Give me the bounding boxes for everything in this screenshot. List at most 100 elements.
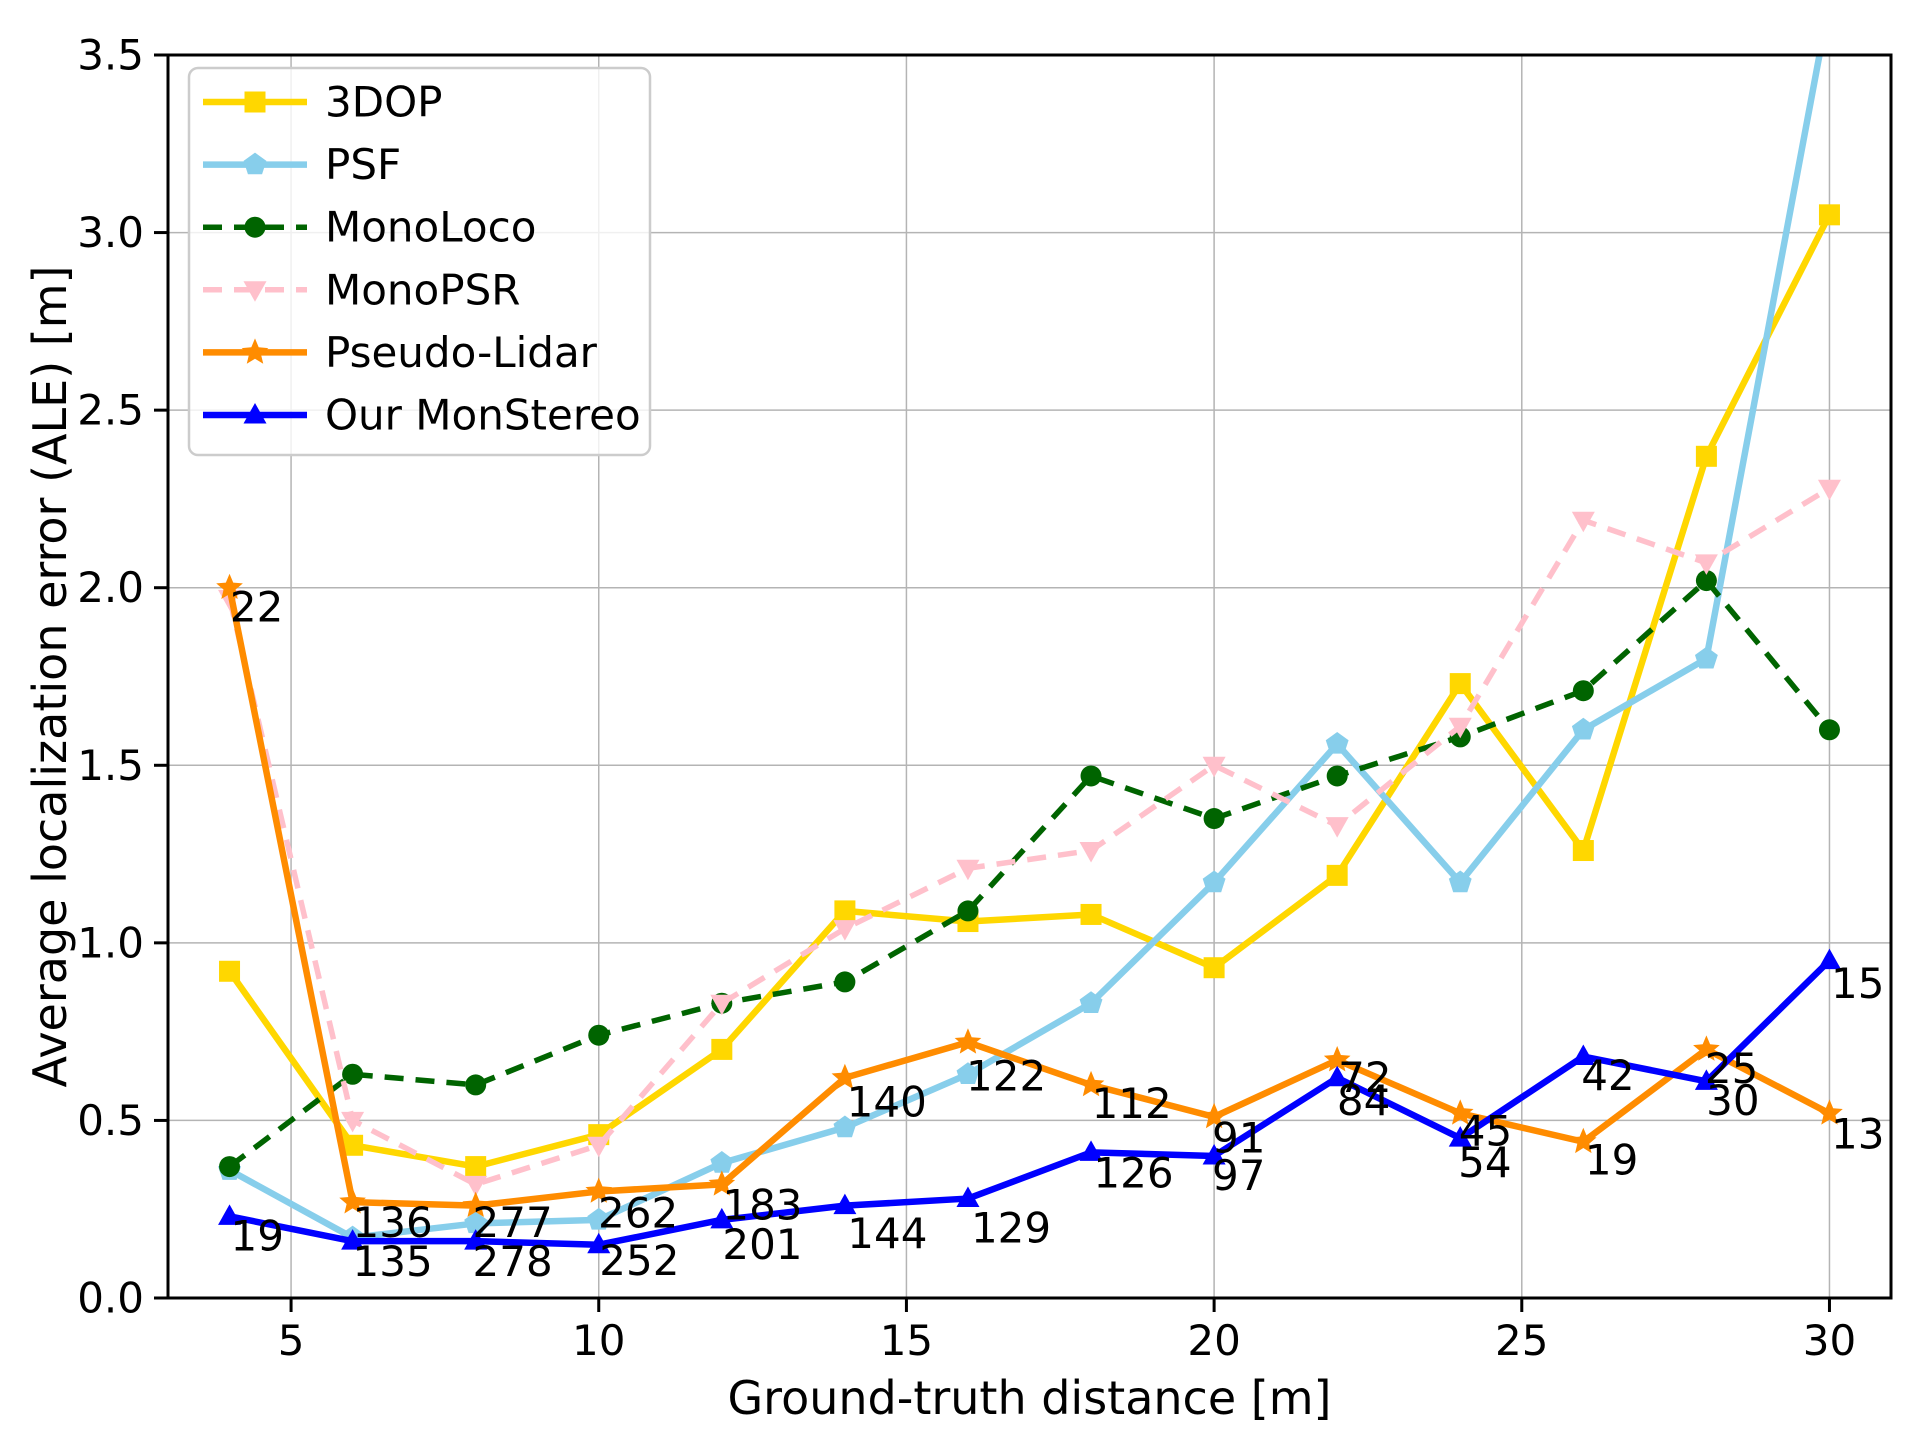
annotation: 122 <box>966 1052 1046 1101</box>
star-marker <box>216 573 243 600</box>
x-tick-label: 15 <box>880 1316 933 1365</box>
star-marker <box>1200 1102 1228 1129</box>
series-monoloco <box>219 570 1840 1178</box>
square-marker <box>1818 204 1840 226</box>
star-marker <box>831 1063 859 1090</box>
annotation: 129 <box>971 1204 1051 1253</box>
circle-marker <box>957 900 979 922</box>
star-marker <box>1446 1099 1474 1125</box>
square-marker <box>1449 673 1471 695</box>
x-tick-label: 30 <box>1803 1316 1856 1365</box>
annotation: 135 <box>353 1237 433 1286</box>
pentagon-marker <box>956 1062 980 1084</box>
annotation: 72 <box>1338 1053 1391 1102</box>
star-marker <box>1570 1127 1597 1154</box>
annotation: 183 <box>722 1180 802 1229</box>
series-3dop <box>219 204 1840 1178</box>
legend-label: MonoPSR <box>325 265 520 314</box>
legend: 3DOP PSF MonoLoco MonoPSR Pseudo-Lidar Our Mo… <box>187 66 652 457</box>
y-tick-label: 3.5 <box>77 31 144 80</box>
circle-marker <box>1080 765 1102 787</box>
triangle-down-marker <box>956 859 980 881</box>
pentagon-marker <box>243 152 267 175</box>
square-marker <box>1695 445 1717 467</box>
series-line <box>226 213 1833 1170</box>
triangle-up-marker <box>341 1229 365 1250</box>
triangle-up-marker <box>833 1193 857 1215</box>
triangle-down-marker <box>243 281 267 302</box>
axes-ticks: 5 10 15 20 25 300.00.51.01.52.02.53.03.5 <box>77 31 1856 1366</box>
triangle-down-marker <box>1694 554 1718 575</box>
pentagon-marker <box>587 1207 611 1230</box>
series-pseudo-lidar <box>216 573 1843 1217</box>
series-line <box>226 587 1831 1209</box>
annotation: 201 <box>722 1220 802 1269</box>
annotation: 97 <box>1212 1151 1265 1200</box>
triangle-up-marker <box>1325 1065 1349 1087</box>
square-marker <box>1080 903 1102 925</box>
triangle-up-marker <box>1079 1140 1103 1161</box>
series-our-monstereo <box>218 948 1841 1254</box>
triangle-down-marker <box>833 920 857 941</box>
y-tick-label: 1.0 <box>77 918 144 967</box>
star-marker <box>708 1170 736 1196</box>
annotation: 144 <box>847 1209 927 1258</box>
square-marker <box>834 900 856 922</box>
annotation: 25 <box>1705 1044 1758 1093</box>
x-tick-label: 5 <box>278 1316 305 1365</box>
annotation: 54 <box>1458 1138 1511 1187</box>
triangle-down-marker <box>1817 479 1841 501</box>
annotation: 91 <box>1212 1114 1265 1163</box>
x-tick-label: 10 <box>572 1316 625 1365</box>
grid <box>168 55 1891 1298</box>
square-marker <box>711 1038 733 1060</box>
triangle-down-marker <box>710 994 734 1016</box>
triangle-down-marker <box>1325 817 1349 838</box>
annotation: 278 <box>473 1237 553 1286</box>
triangle-up-marker <box>956 1186 980 1208</box>
triangle-down-marker <box>341 1111 365 1133</box>
circle-marker <box>342 1063 364 1085</box>
triangle-up-marker <box>587 1232 611 1254</box>
pentagon-marker <box>1571 717 1595 740</box>
triangle-up-marker <box>1571 1044 1595 1066</box>
pentagon-marker <box>1448 870 1472 893</box>
square-marker <box>465 1156 487 1178</box>
legend-item-pseudo-lidar: Pseudo-Lidar <box>203 328 598 377</box>
legend-label: MonoLoco <box>325 203 536 252</box>
pentagon-marker <box>710 1151 734 1173</box>
triangle-up-marker <box>1694 1069 1718 1090</box>
triangle-up-marker <box>1448 1126 1472 1147</box>
triangle-up-marker <box>1202 1143 1226 1165</box>
star-marker <box>462 1191 489 1217</box>
y-axis-label: Average localization error (ALE) [m] <box>23 266 77 1088</box>
star-marker <box>585 1177 613 1203</box>
y-tick-label: 3.0 <box>77 208 144 257</box>
annotation: 252 <box>599 1236 679 1285</box>
triangle-down-marker <box>1448 717 1472 739</box>
triangle-down-marker <box>587 1136 611 1158</box>
star-marker <box>1323 1046 1351 1072</box>
annotation: 19 <box>231 1211 284 1260</box>
annotation: 15 <box>1831 959 1884 1008</box>
legend-item-our-monstereo: Our MonStereo <box>203 391 641 440</box>
y-tick-label: 2.5 <box>77 386 144 435</box>
x-axis-label: Ground-truth distance [m] <box>728 1371 1332 1425</box>
legend-label: Pseudo-Lidar <box>325 328 598 377</box>
square-marker <box>1572 840 1594 862</box>
triangle-up-marker <box>218 1204 242 1225</box>
annotation: 13 <box>1831 1109 1884 1158</box>
star-marker <box>1693 1035 1720 1061</box>
triangle-up-marker <box>243 403 267 424</box>
annotation: 22 <box>230 583 283 632</box>
circle-marker <box>1818 719 1840 741</box>
circle-marker <box>219 1156 241 1178</box>
series-line <box>227 55 1823 1241</box>
star-marker <box>1816 1099 1843 1125</box>
star-marker <box>1077 1070 1105 1097</box>
annotation: 42 <box>1581 1051 1634 1100</box>
series-monopsr <box>218 479 1841 1197</box>
